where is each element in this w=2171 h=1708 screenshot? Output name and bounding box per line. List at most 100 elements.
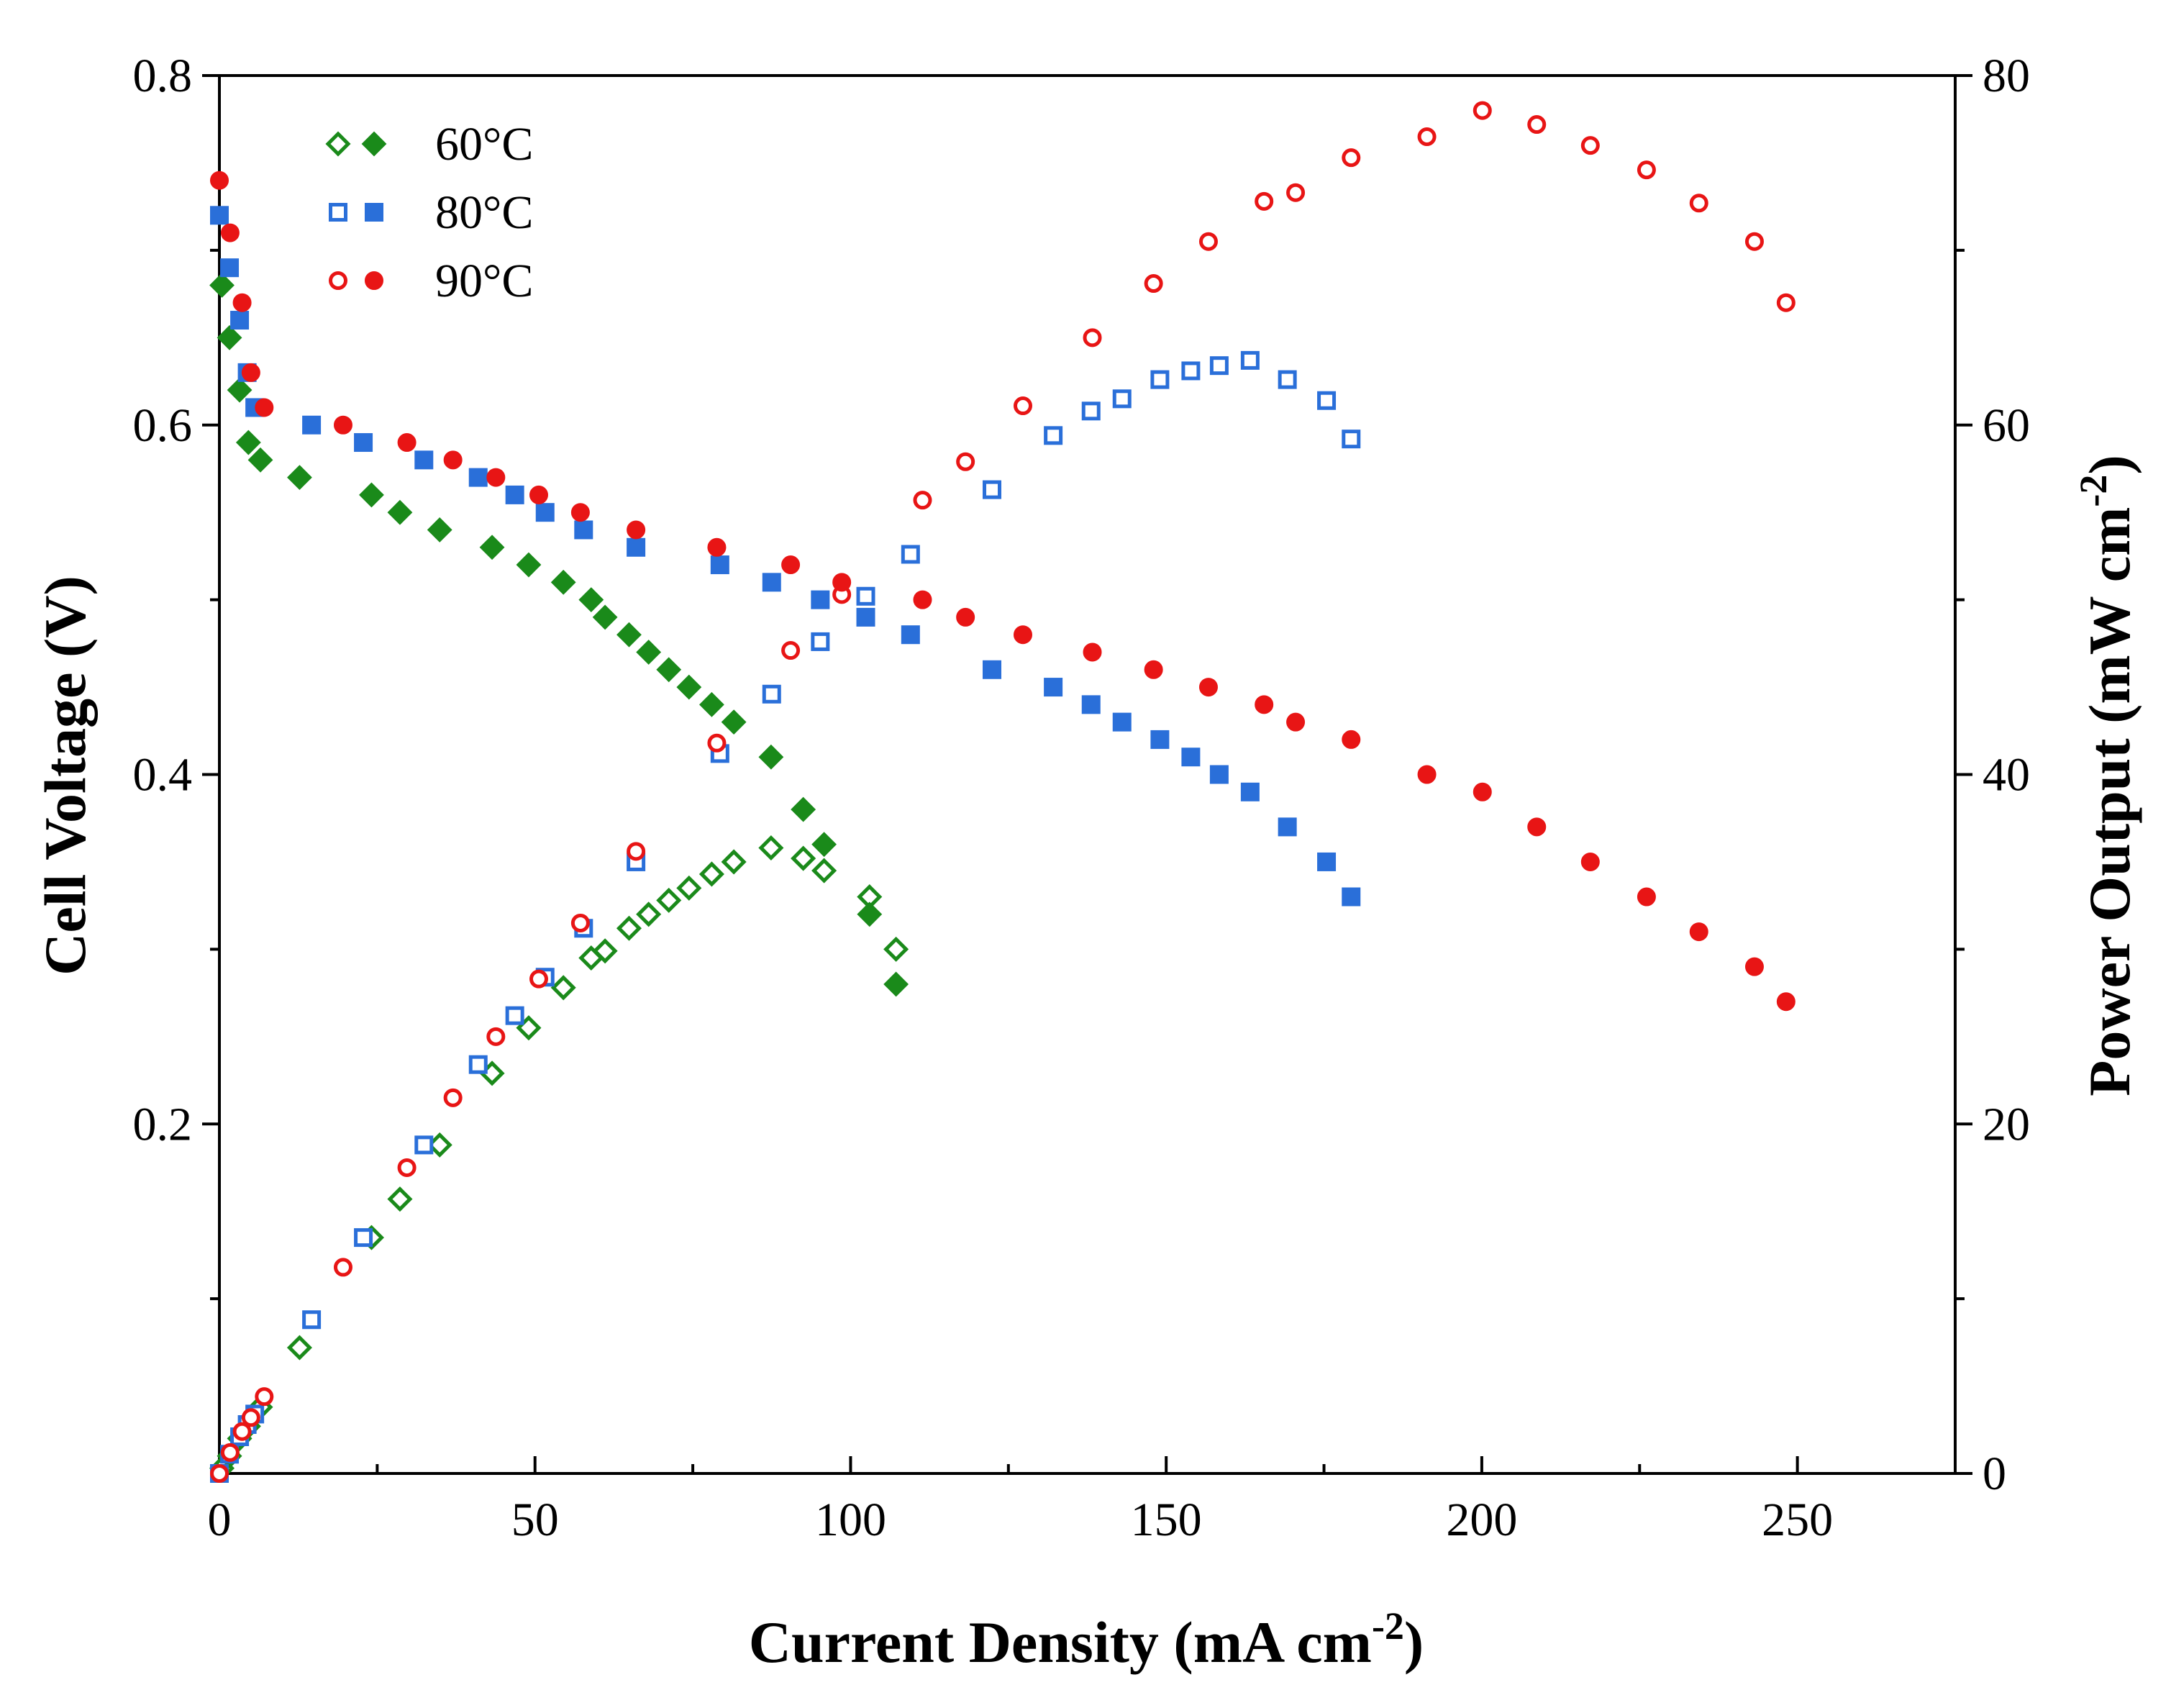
power-point — [210, 1464, 229, 1483]
voltage-point — [781, 555, 801, 575]
voltage-point — [574, 520, 593, 540]
x-axis-title-end: ) — [1404, 1609, 1424, 1675]
voltage-point — [758, 744, 784, 770]
power-point — [1286, 183, 1306, 202]
x-axis-title: Current Density (mA cm-2) — [749, 1604, 1424, 1675]
voltage-point — [811, 590, 830, 609]
power-point — [1580, 136, 1600, 155]
power-point — [1342, 148, 1361, 168]
voltage-point — [1317, 852, 1337, 871]
power-point — [1044, 426, 1063, 445]
y2-tick-label: 40 — [1983, 749, 2030, 801]
voltage-point — [811, 832, 837, 858]
legend: 60°C 80°C 90°C — [325, 118, 533, 307]
x-tick-label: 150 — [1131, 1494, 1202, 1546]
axis-ticks — [202, 74, 1972, 1475]
power-point — [1083, 328, 1102, 347]
series-1 — [210, 206, 1361, 1483]
power-point — [656, 887, 682, 913]
power-point — [1198, 232, 1218, 251]
voltage-point — [354, 433, 373, 453]
x-tick-label: 250 — [1762, 1494, 1833, 1546]
voltage-point — [232, 293, 252, 312]
power-point — [486, 1027, 506, 1046]
power-point — [698, 861, 724, 887]
y2-tick-label: 20 — [1983, 1098, 2030, 1150]
legend-label: 90°C — [435, 255, 533, 307]
power-point — [1527, 115, 1547, 135]
legend-open-marker — [329, 203, 347, 222]
voltage-point — [1112, 712, 1132, 732]
power-point — [811, 632, 830, 651]
legend-filled-marker — [365, 271, 383, 290]
power-point — [956, 452, 975, 471]
voltage-point — [1473, 782, 1492, 801]
voltage-point — [247, 447, 273, 473]
series-2 — [210, 101, 1795, 1483]
voltage-point — [1083, 642, 1102, 662]
voltage-point — [1342, 730, 1361, 749]
power-point — [1181, 361, 1201, 381]
voltage-point — [359, 482, 384, 508]
voltage-point — [627, 537, 646, 557]
power-point — [1150, 370, 1170, 389]
power-point — [762, 684, 781, 704]
voltage-point — [592, 604, 618, 630]
voltage-point — [699, 691, 724, 717]
power-point — [1240, 350, 1260, 370]
data-marks — [209, 101, 1795, 1483]
x-axis-title-superscript: -2 — [1372, 1604, 1404, 1648]
voltage-point — [1637, 887, 1656, 907]
voltage-point — [479, 535, 505, 560]
power-point — [791, 845, 816, 871]
voltage-point — [1744, 957, 1764, 976]
voltage-point — [302, 415, 322, 435]
y2-tick-label: 0 — [1983, 1448, 2006, 1500]
voltage-point — [220, 258, 240, 278]
power-point — [1013, 396, 1032, 416]
voltage-point — [636, 640, 662, 665]
voltage-point — [414, 450, 434, 470]
power-point — [414, 1135, 434, 1155]
power-point — [232, 1422, 252, 1441]
y2-axis-title-end: ) — [2077, 455, 2142, 474]
voltage-point — [1278, 817, 1297, 837]
voltage-point — [856, 607, 875, 627]
voltage-point — [710, 555, 729, 575]
power-point — [883, 936, 909, 962]
y-tick-label: 0.4 — [133, 749, 193, 801]
voltage-point — [1209, 765, 1229, 784]
power-point — [856, 586, 875, 606]
y-axis-title: Cell Voltage (V) — [32, 576, 98, 976]
power-point — [286, 1335, 312, 1361]
power-point — [676, 875, 702, 901]
power-point — [811, 858, 837, 883]
power-point — [505, 1006, 524, 1025]
voltage-point — [468, 468, 488, 487]
power-point — [1112, 389, 1132, 409]
y2-axis-title-superscript: -2 — [2072, 475, 2115, 507]
voltage-point — [913, 590, 932, 609]
power-point — [1417, 127, 1437, 147]
series-0 — [209, 273, 909, 1481]
power-point — [636, 901, 662, 927]
voltage-point — [1580, 852, 1600, 871]
power-point — [302, 1310, 322, 1330]
voltage-point — [220, 223, 240, 242]
x-tick-label: 100 — [815, 1494, 886, 1546]
power-point — [333, 1258, 352, 1277]
voltage-point — [227, 377, 252, 403]
voltage-point — [217, 324, 242, 350]
legend-filled-marker — [361, 131, 387, 157]
voltage-point — [287, 465, 312, 491]
voltage-point — [1081, 695, 1101, 714]
voltage-point — [255, 398, 274, 417]
voltage-point — [721, 709, 747, 735]
power-point — [901, 545, 920, 564]
voltage-point — [707, 537, 727, 557]
legend-open-marker — [329, 271, 347, 290]
tick-labels: 0 50 100 150 200 250 0.2 0.4 0.6 0.8 0 20 40 60 80 — [133, 50, 2031, 1546]
power-point — [707, 733, 727, 753]
y2-tick-label: 80 — [1983, 50, 2030, 102]
